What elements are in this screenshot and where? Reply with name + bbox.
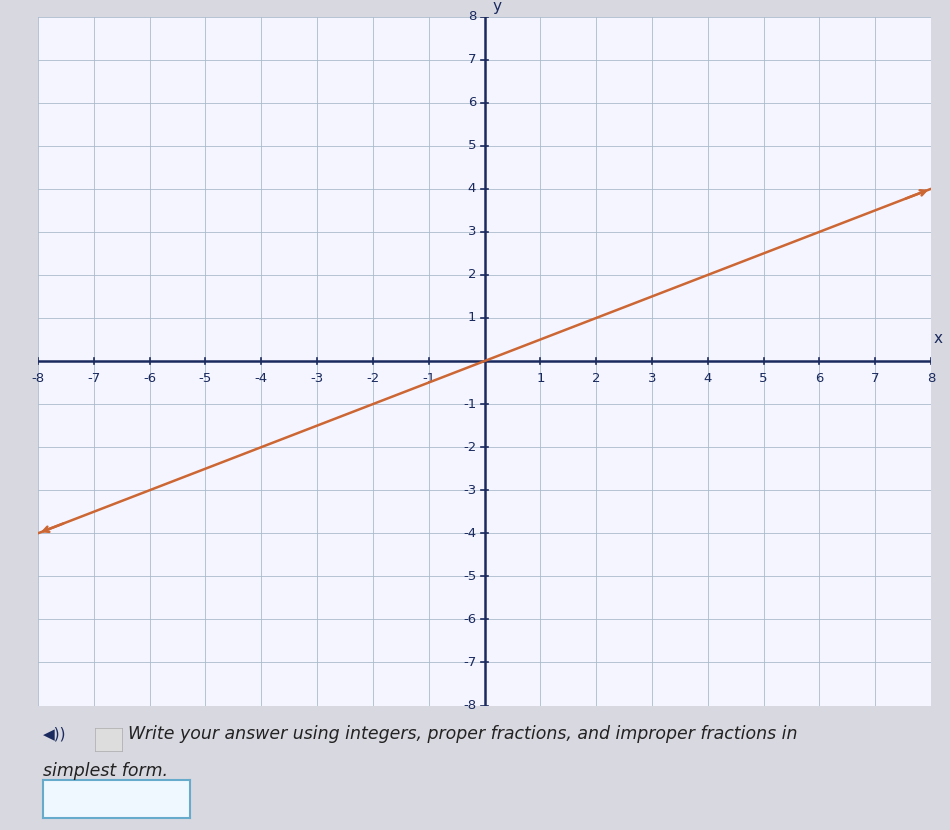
- Text: -3: -3: [311, 372, 324, 385]
- Text: 5: 5: [467, 139, 476, 152]
- Text: 3: 3: [648, 372, 656, 385]
- Text: -1: -1: [463, 398, 476, 411]
- Text: -2: -2: [463, 441, 476, 454]
- Text: 1: 1: [536, 372, 544, 385]
- Text: 8: 8: [467, 10, 476, 23]
- Text: 3: 3: [467, 226, 476, 238]
- Text: Write your answer using integers, proper fractions, and improper fractions in: Write your answer using integers, proper…: [128, 725, 798, 743]
- Text: 6: 6: [815, 372, 824, 385]
- Text: 7: 7: [467, 53, 476, 66]
- Text: -4: -4: [463, 527, 476, 540]
- Text: 4: 4: [467, 183, 476, 195]
- Text: 4: 4: [704, 372, 712, 385]
- Text: 5: 5: [759, 372, 768, 385]
- Text: -6: -6: [463, 613, 476, 626]
- Text: -1: -1: [422, 372, 435, 385]
- Text: y: y: [493, 0, 502, 14]
- Text: -8: -8: [463, 699, 476, 712]
- Text: simplest form.: simplest form.: [43, 762, 168, 780]
- Text: 1: 1: [467, 311, 476, 325]
- Text: -5: -5: [463, 570, 476, 583]
- Text: 6: 6: [467, 96, 476, 110]
- Text: -6: -6: [143, 372, 156, 385]
- Text: 8: 8: [927, 372, 935, 385]
- Text: 2: 2: [592, 372, 600, 385]
- Text: -3: -3: [463, 484, 476, 496]
- Text: -2: -2: [367, 372, 379, 385]
- Text: x: x: [934, 331, 942, 346]
- Text: -7: -7: [463, 656, 476, 669]
- Text: -8: -8: [31, 372, 45, 385]
- Text: -4: -4: [255, 372, 268, 385]
- Text: ◀)): ◀)): [43, 726, 66, 741]
- Text: -7: -7: [87, 372, 101, 385]
- Text: -5: -5: [199, 372, 212, 385]
- Text: 2: 2: [467, 268, 476, 281]
- Text: 7: 7: [871, 372, 880, 385]
